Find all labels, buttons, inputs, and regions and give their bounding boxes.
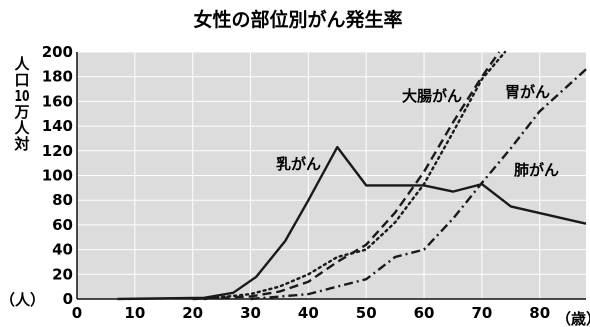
y-tick-labels: 0 20 40 60 80 100 120 140 160 180 200 <box>42 43 73 308</box>
label-lung-cancer: 肺がん <box>514 161 559 179</box>
y-label-char: 万 <box>13 103 29 121</box>
y-tick-label: 100 <box>42 167 73 185</box>
y-tick-label: 40 <box>52 241 73 259</box>
x-tick-label: 60 <box>414 304 435 322</box>
series-line-3 <box>250 68 587 301</box>
chart-title: 女性の部位別がん発生率 <box>193 8 402 31</box>
label-breast-cancer: 乳がん <box>276 155 321 173</box>
series-line-1 <box>192 51 501 301</box>
x-tick-label: 20 <box>182 304 203 322</box>
y-label-char: 口 <box>14 71 29 89</box>
x-tick-label: 40 <box>298 304 319 322</box>
x-tick-label: 80 <box>529 304 550 322</box>
x-tick-label: 70 <box>471 304 492 322</box>
y-tick-label: 60 <box>52 216 73 234</box>
grid-lines <box>76 51 586 300</box>
y-label-char: 対 <box>13 135 29 153</box>
y-tick-label: 140 <box>42 117 73 135</box>
x-tick-label: 10 <box>124 304 145 322</box>
label-stomach-cancer: 胃がん <box>505 83 550 101</box>
y-label-char: 10 <box>15 87 30 105</box>
series-line-2 <box>203 50 507 301</box>
x-tick-label: 0 <box>72 304 82 322</box>
y-label-char: 人 <box>14 119 30 137</box>
series-lines <box>117 50 587 301</box>
y-tick-label: 80 <box>52 191 73 209</box>
y-tick-label: 20 <box>52 265 73 283</box>
x-tick-labels: 0 10 20 30 40 50 60 70 80 <box>72 304 550 322</box>
y-label-char: 人 <box>14 55 30 73</box>
x-unit-label: （歳） <box>556 310 590 327</box>
y-unit-label: （人） <box>0 291 45 309</box>
x-tick-label: 50 <box>356 304 377 322</box>
label-colorectal-cancer: 大腸がん <box>402 87 462 105</box>
y-tick-label: 180 <box>42 68 73 86</box>
y-tick-label: 120 <box>42 142 73 160</box>
x-tick-label: 30 <box>240 304 261 322</box>
y-tick-label: 200 <box>42 43 73 61</box>
y-tick-label: 160 <box>42 92 73 110</box>
y-tick-label: 0 <box>63 290 73 308</box>
